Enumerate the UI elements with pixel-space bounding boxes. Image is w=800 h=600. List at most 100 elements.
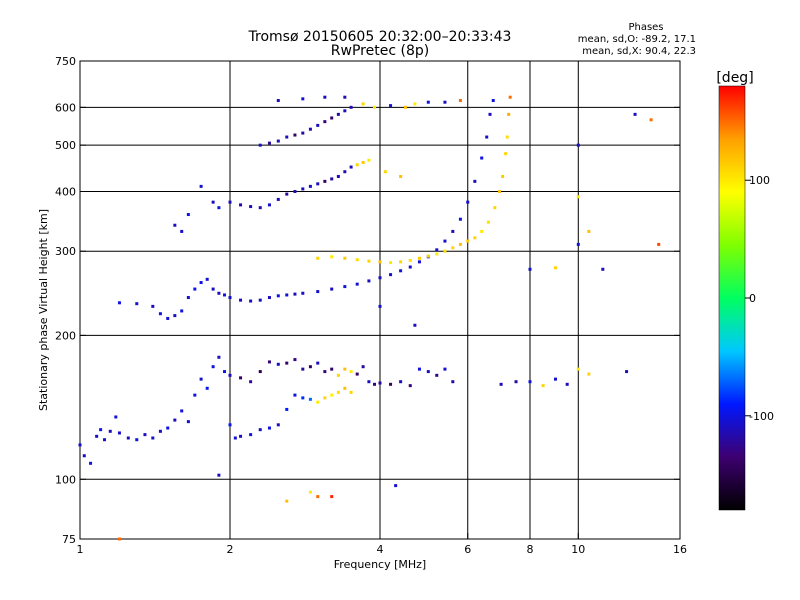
echo-point	[276, 99, 280, 103]
echo-point	[249, 205, 253, 209]
x-tick-label: 6	[464, 543, 471, 556]
echo-point	[316, 182, 320, 186]
echo-point	[117, 301, 121, 305]
echo-point	[151, 436, 155, 440]
echo-point	[601, 267, 605, 271]
echo-point	[587, 372, 591, 376]
echo-point	[173, 418, 177, 422]
echo-point	[389, 104, 393, 108]
echo-point	[451, 380, 455, 384]
echo-point	[355, 282, 359, 286]
echo-point	[301, 187, 305, 191]
echo-point	[166, 426, 170, 430]
echo-point	[435, 373, 439, 377]
echo-point	[267, 141, 271, 145]
echo-point	[301, 396, 305, 400]
y-tick-label: 200	[55, 329, 76, 342]
echo-point	[258, 428, 262, 432]
grid-lines	[80, 61, 680, 539]
stats-heading: Phases	[628, 22, 663, 33]
echo-point	[158, 429, 162, 433]
echo-point	[528, 380, 532, 384]
echo-point	[78, 443, 82, 447]
echo-point	[330, 116, 334, 120]
echo-point	[355, 372, 359, 376]
y-tick-label: 300	[55, 245, 76, 258]
echo-point	[323, 179, 327, 183]
echo-point	[408, 258, 412, 262]
echo-point	[355, 258, 359, 262]
echo-point	[367, 380, 371, 384]
echo-point	[217, 473, 221, 477]
echo-point	[308, 490, 312, 494]
colorbar-tick-label: 0	[749, 292, 756, 305]
echo-point	[443, 239, 447, 243]
echo-point	[285, 135, 289, 139]
echo-point	[330, 495, 334, 499]
echo-point	[228, 200, 232, 204]
echo-point	[408, 384, 412, 388]
echo-point	[355, 163, 359, 167]
echo-point	[466, 200, 470, 204]
echo-point	[276, 294, 280, 298]
stats-x-line: mean, sd,X: 90.4, 22.3	[582, 46, 696, 57]
echo-point	[308, 127, 312, 131]
x-tick-label: 16	[673, 543, 687, 556]
echo-point	[458, 99, 462, 103]
echo-point	[239, 203, 243, 207]
echo-point	[349, 390, 353, 394]
echo-point	[389, 382, 393, 386]
echo-point	[114, 415, 118, 419]
echo-point	[239, 376, 243, 380]
echo-point	[186, 213, 190, 217]
echo-point	[89, 461, 93, 465]
echo-point	[239, 434, 243, 438]
echo-point	[443, 100, 447, 104]
echo-point	[435, 248, 439, 252]
y-tick-label: 500	[55, 139, 76, 152]
echo-point	[389, 261, 393, 265]
echo-point	[349, 105, 353, 109]
echo-point	[239, 298, 243, 302]
x-tick-label: 10	[571, 543, 585, 556]
echo-point	[399, 380, 403, 384]
echo-point	[373, 382, 377, 386]
echo-point	[330, 255, 334, 259]
echo-point	[316, 256, 320, 260]
echo-point	[625, 370, 629, 374]
echo-point	[367, 279, 371, 283]
echo-point	[491, 99, 495, 103]
echo-point	[173, 223, 177, 227]
echo-point	[223, 370, 227, 374]
echo-point	[378, 381, 382, 385]
echo-point	[485, 135, 489, 139]
echo-point	[323, 120, 327, 124]
echo-point	[323, 396, 327, 400]
echo-point	[399, 269, 403, 273]
echo-point	[336, 373, 340, 377]
echo-point	[233, 436, 237, 440]
echo-point	[343, 109, 347, 113]
echo-points	[78, 95, 661, 541]
echo-point	[301, 131, 305, 135]
echo-point	[180, 309, 184, 313]
echo-point	[528, 267, 532, 271]
y-tick-label: 400	[55, 185, 76, 198]
echo-point	[166, 316, 170, 320]
echo-point	[501, 174, 505, 178]
echo-point	[367, 158, 371, 162]
echo-point	[267, 360, 271, 364]
echo-point	[285, 293, 289, 297]
echo-point	[389, 273, 393, 277]
chart-title: Tromsø 20150605 20:32:00–20:33:43	[248, 29, 512, 45]
echo-point	[403, 105, 407, 109]
echo-point	[267, 296, 271, 300]
echo-point	[267, 426, 271, 430]
echo-point	[301, 367, 305, 371]
echo-point	[193, 287, 197, 291]
echo-point	[451, 229, 455, 233]
echo-point	[108, 429, 112, 433]
echo-point	[399, 260, 403, 264]
echo-point	[473, 179, 477, 183]
